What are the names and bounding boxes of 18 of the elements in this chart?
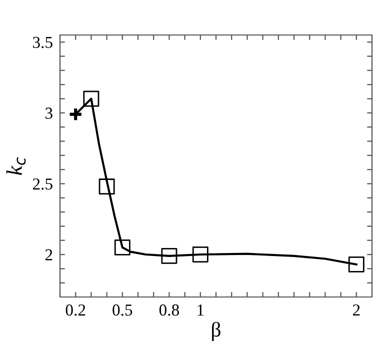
x-tick-label: 0.5 [112,304,132,316]
x-tick-label: 0.2 [66,304,86,316]
point [68,106,83,122]
point [83,90,100,107]
point [192,246,208,262]
y-tick-label: 2.5 [32,178,52,190]
point [348,256,364,272]
point [98,178,115,195]
y-axis-title: k$_{c}$ [6,157,26,176]
point [161,248,178,264]
y-tick-label: 2 [45,249,52,260]
x-tick-label: 0.8 [159,304,179,316]
y-tick-label: 3 [46,108,52,119]
x-tick-label: 2 [352,304,360,316]
point [114,239,130,256]
x-axis-title: β [212,322,220,341]
y-tick-label: 3.5 [33,36,52,48]
x-tick-label: 1 [198,304,204,316]
